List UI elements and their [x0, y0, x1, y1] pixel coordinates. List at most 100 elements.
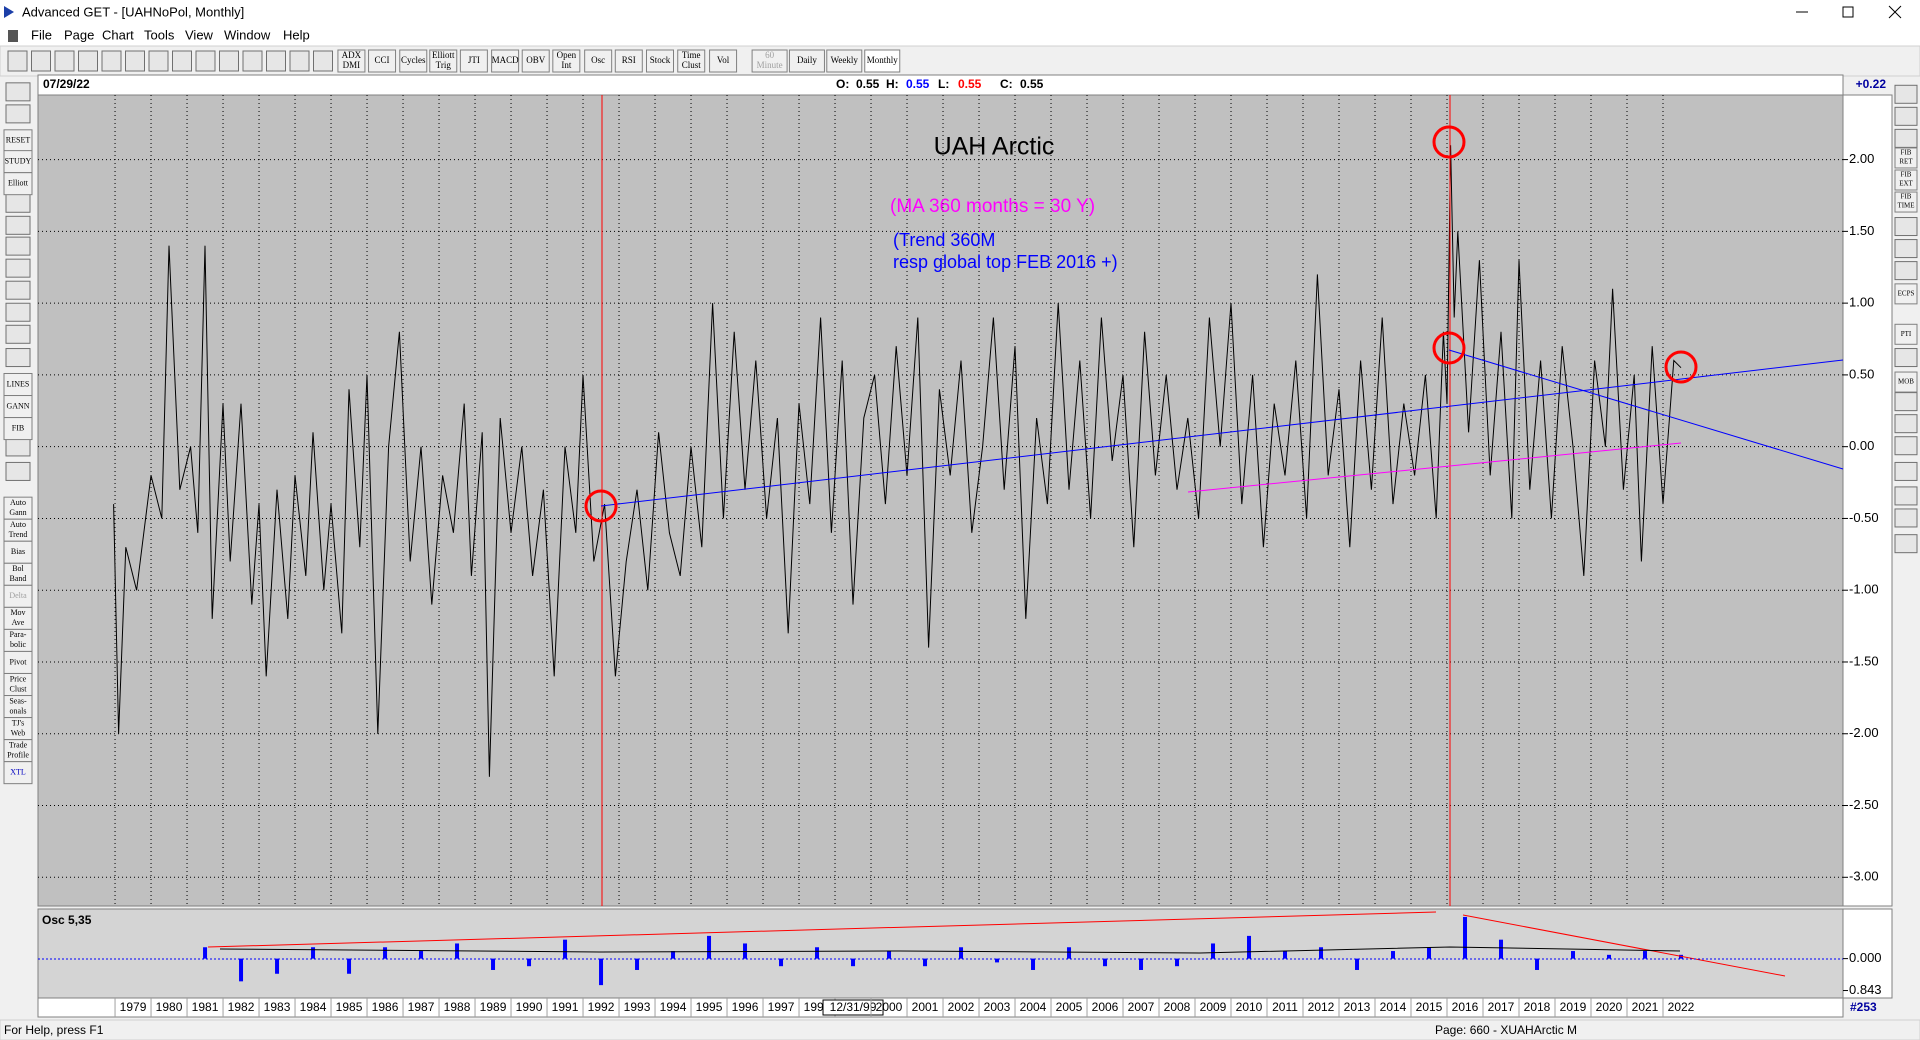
header-change: +0.22 [1856, 77, 1887, 91]
osc-bar [599, 958, 604, 986]
toolbar-button[interactable] [552, 49, 581, 73]
toolbar-button[interactable] [646, 49, 675, 73]
left-tool-label: GANN [6, 401, 29, 410]
left-tool-label: STUDY [5, 156, 32, 165]
menu-item[interactable]: Page [64, 27, 94, 42]
menu-item[interactable]: View [185, 27, 214, 42]
left-tool-button[interactable] [3, 172, 33, 196]
toolbar-button[interactable] [677, 49, 706, 73]
left-tool-button[interactable] [3, 417, 33, 441]
toolbar-button[interactable] [521, 49, 550, 73]
x-axis-panel [37, 997, 1844, 1018]
toolbar-button[interactable] [709, 49, 738, 73]
left-tool-icon[interactable] [5, 437, 31, 457]
right-tool-icon[interactable] [1894, 461, 1918, 481]
menu-item[interactable]: Chart [102, 27, 134, 42]
toolbar-button[interactable] [368, 49, 397, 73]
right-tool-icon[interactable] [1894, 348, 1918, 368]
right-tool-icon[interactable] [1894, 261, 1918, 281]
right-tool-button[interactable] [1894, 283, 1918, 305]
annotation: (Trend 360M [893, 230, 995, 250]
toolbar-button[interactable] [491, 49, 520, 73]
right-tool-icon[interactable] [1894, 534, 1918, 554]
y-tick-label: 1.00 [1849, 295, 1874, 310]
tool-icon[interactable] [125, 50, 145, 72]
right-tool-icon[interactable] [1894, 239, 1918, 259]
highlight-circle [1432, 331, 1466, 365]
toolbar-button[interactable] [614, 49, 643, 73]
menu-item[interactable]: File [31, 27, 52, 42]
restore[interactable] [1842, 6, 1854, 18]
right-tool-button[interactable] [1894, 147, 1918, 169]
app-icon [4, 6, 14, 18]
ohlc-value: 0.55 [958, 77, 982, 91]
toolbar-button[interactable] [429, 49, 458, 73]
menu-item[interactable]: Help [283, 27, 310, 42]
left-tool-icon[interactable] [5, 461, 31, 481]
left-tool-icon[interactable] [5, 348, 31, 368]
right-tool-icon[interactable] [1894, 106, 1918, 126]
toolbar-button[interactable] [751, 49, 788, 73]
x-tick-label: 1979 [120, 1000, 147, 1014]
left-tool-label: FIB [12, 423, 24, 432]
left-tool-label: Bias [11, 547, 25, 556]
right-tool-icon[interactable] [1894, 128, 1918, 148]
right-tool-icon[interactable] [1894, 217, 1918, 237]
tool-icon[interactable] [242, 50, 263, 72]
right-tool-icon[interactable] [1894, 84, 1918, 104]
close[interactable] [1888, 5, 1902, 19]
left-tool-label: Web [11, 728, 25, 737]
left-tool-icon[interactable] [5, 236, 31, 256]
menu-item[interactable]: Window [224, 27, 271, 42]
toolbar-button[interactable] [826, 49, 863, 73]
left-tool-icon[interactable] [5, 104, 31, 124]
x-tick-label: 1988 [444, 1000, 471, 1014]
tool-icon[interactable] [101, 50, 122, 72]
right-tool-icon[interactable] [1894, 508, 1918, 528]
toolbar-button[interactable] [459, 49, 488, 73]
osc-bar [1139, 958, 1144, 970]
tool-icon[interactable] [266, 50, 286, 72]
left-tool-icon[interactable] [5, 258, 31, 278]
right-tool-icon[interactable] [1894, 392, 1918, 412]
left-tool-icon[interactable] [5, 82, 31, 102]
header-date: 07/29/22 [43, 77, 90, 91]
toolbar-button[interactable] [864, 49, 901, 73]
tool-icon[interactable] [54, 50, 75, 72]
left-tool-icon[interactable] [5, 215, 31, 235]
tool-icon[interactable] [289, 50, 310, 72]
osc-trend-line [1462, 914, 1786, 977]
x-tick-label: 2012 [1308, 1000, 1335, 1014]
tool-icon[interactable] [195, 50, 216, 72]
tool-icon[interactable] [313, 50, 333, 72]
tool-icon[interactable] [78, 50, 98, 72]
toolbar-button[interactable] [337, 49, 366, 73]
right-tool-label: MOB [1898, 378, 1914, 386]
right-tool-button[interactable] [1894, 169, 1918, 191]
drawings [38, 95, 1844, 977]
right-tool-button[interactable] [1894, 371, 1918, 393]
right-tool-icon[interactable] [1894, 486, 1918, 506]
tool-icon[interactable] [219, 50, 239, 72]
toolbar-button[interactable] [399, 49, 428, 73]
left-tool-icon[interactable] [5, 324, 31, 344]
right-tool-icon[interactable] [1894, 414, 1918, 434]
osc-bar [1607, 954, 1612, 959]
toolbar-button[interactable] [584, 49, 613, 73]
left-tool-icon[interactable] [5, 280, 31, 300]
right-tool-button[interactable] [1894, 191, 1918, 213]
tool-icon[interactable] [31, 50, 51, 72]
menu-item[interactable]: Tools [144, 27, 175, 42]
right-tool-icon[interactable] [1894, 436, 1918, 456]
right-tool-label: FIB [1901, 149, 1912, 157]
toolbar-button[interactable] [788, 49, 825, 73]
right-tool-button[interactable] [1894, 323, 1918, 345]
left-tool-icon[interactable] [5, 193, 31, 213]
left-tool-button[interactable] [3, 761, 33, 785]
left-tool-icon[interactable] [5, 302, 31, 322]
tool-icon[interactable] [148, 50, 169, 72]
tool-icon[interactable] [7, 50, 28, 72]
y-axis-panel [1842, 94, 1893, 907]
tool-icon[interactable] [172, 50, 192, 72]
